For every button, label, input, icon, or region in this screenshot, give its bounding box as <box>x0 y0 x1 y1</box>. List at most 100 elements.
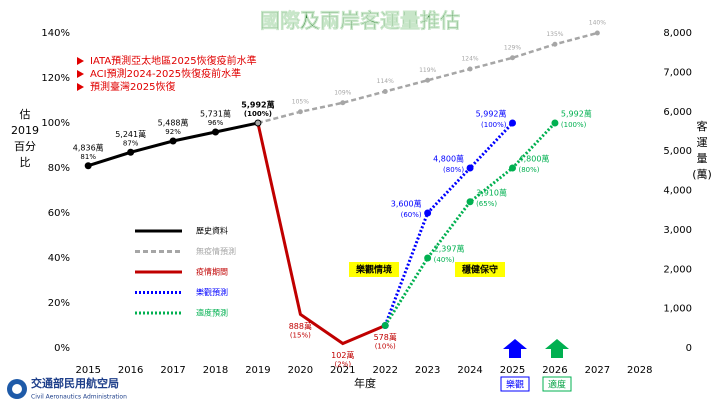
series-line <box>383 121 514 327</box>
data-label: 5,488萬 <box>158 118 189 128</box>
data-label: (80%) <box>519 166 540 174</box>
data-label: (100%) <box>481 121 507 129</box>
data-label: (10%) <box>375 343 396 351</box>
y2-axis-title: 客 <box>697 119 708 133</box>
arrow-box <box>542 376 572 392</box>
data-label: (65%) <box>476 200 497 208</box>
data-label: (15%) <box>290 331 311 339</box>
y-tick-label: 80% <box>48 163 70 174</box>
data-label: 5,992萬 <box>476 109 507 119</box>
x-tick-label: 2023 <box>415 365 440 376</box>
y-axis-title: 估 <box>20 108 31 121</box>
data-label: 4,836萬 <box>73 142 104 152</box>
data-label: (40%) <box>434 256 455 264</box>
y2-tick-label: 3,000 <box>663 225 692 236</box>
y-axis-title: 2019 <box>11 124 39 137</box>
data-label: 888萬 <box>289 321 312 331</box>
data-label: 81% <box>80 153 96 161</box>
point <box>127 148 135 156</box>
data-label: (80%) <box>443 166 464 174</box>
data-label: (100%) <box>561 121 587 129</box>
point <box>424 254 432 262</box>
point <box>466 198 474 206</box>
data-label: 124% <box>461 56 478 63</box>
data-label: 96% <box>208 119 224 127</box>
series-line <box>256 122 386 346</box>
logo-name: 交通部民用航空局 <box>31 376 119 390</box>
point <box>297 109 303 115</box>
data-label: 135% <box>546 31 563 38</box>
point <box>255 120 261 126</box>
data-label: 4,800萬 <box>519 154 550 164</box>
legend-label: 樂觀預測 <box>196 287 228 297</box>
series-line <box>257 31 598 125</box>
legend-label: 無疫情預測 <box>196 246 236 256</box>
point <box>509 164 516 172</box>
y2-tick-label: 8,000 <box>663 28 692 39</box>
y2-tick-label: 0 <box>686 343 692 354</box>
legend-label: 疫情期間 <box>196 267 228 277</box>
y2-axis-title: 運 <box>697 136 708 149</box>
y2-tick-label: 1,000 <box>663 304 692 315</box>
y2-tick-label: 6,000 <box>663 107 692 118</box>
y-tick-label: 40% <box>48 253 70 264</box>
data-label: 578萬 <box>374 332 397 342</box>
data-label: 5,241萬 <box>115 129 146 139</box>
data-label: 5,731萬 <box>200 109 231 119</box>
legend-label: 適度預測 <box>196 308 228 318</box>
y2-tick-label: 4,000 <box>663 186 692 197</box>
note-bullet <box>77 70 84 78</box>
x-tick-label: 2027 <box>585 365 610 376</box>
legend-label: 歷史資料 <box>196 226 228 236</box>
data-label: (100%) <box>244 110 272 118</box>
x-axis-title: 年度 <box>354 376 376 390</box>
note: IATA預測亞太地區2025恢復疫前水準 <box>90 54 257 67</box>
y-tick-label: 60% <box>48 208 70 219</box>
y-axis-title: 百分 <box>14 140 36 153</box>
note-bullet <box>77 57 84 65</box>
data-label: 3,910萬 <box>476 187 507 197</box>
scenario-box <box>349 262 399 277</box>
data-label: 105% <box>292 98 309 105</box>
scenario-box <box>455 262 505 277</box>
data-label: (2%) <box>334 361 351 369</box>
arrow-label: 適度 <box>548 379 566 391</box>
data-label: 129% <box>504 44 521 51</box>
data-label: 140% <box>589 20 606 27</box>
x-tick-label: 2026 <box>542 365 567 376</box>
point <box>552 41 558 47</box>
x-tick-label: 2017 <box>160 365 185 376</box>
x-tick-label: 2021 <box>330 365 355 376</box>
point <box>594 30 600 36</box>
point <box>551 119 559 127</box>
point <box>466 164 474 172</box>
note-bullet <box>77 83 84 91</box>
data-label: 92% <box>165 128 181 136</box>
point <box>424 209 432 217</box>
point <box>340 100 346 106</box>
logo-icon <box>12 384 22 394</box>
data-label: 109% <box>334 89 351 96</box>
point <box>212 128 219 136</box>
point <box>382 89 388 94</box>
chart-title: 國際及兩岸客運量推估 <box>260 9 460 33</box>
y-axis-title: 比 <box>20 156 31 169</box>
point <box>510 55 515 61</box>
y-tick-label: 100% <box>41 118 70 129</box>
series-line <box>383 121 556 327</box>
point <box>84 162 92 170</box>
note: 預測臺灣2025恢復 <box>90 80 175 93</box>
data-label: (60%) <box>401 211 422 219</box>
data-label: 119% <box>419 67 436 74</box>
x-tick-label: 2022 <box>372 365 397 376</box>
y-tick-label: 20% <box>48 298 70 309</box>
y2-tick-label: 2,000 <box>663 264 692 275</box>
data-label: 4,800萬 <box>433 154 464 164</box>
x-tick-label: 2019 <box>245 365 270 376</box>
x-tick-label: 2016 <box>118 365 143 376</box>
data-label: 5,992萬 <box>241 100 274 110</box>
y-tick-label: 0% <box>54 343 70 354</box>
point <box>425 77 431 83</box>
scenario-label: 樂觀情境 <box>356 264 392 276</box>
